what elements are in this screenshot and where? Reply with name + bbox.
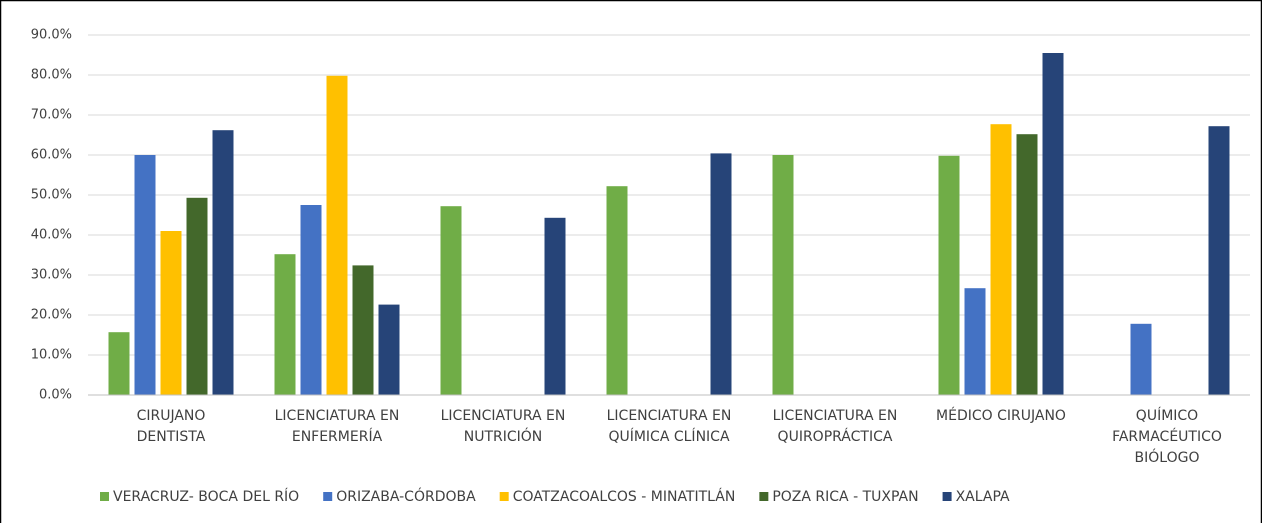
legend-swatch bbox=[942, 492, 952, 501]
bar bbox=[108, 332, 130, 395]
y-tick-label: 90.0% bbox=[31, 28, 72, 43]
legend-swatch bbox=[759, 492, 769, 501]
y-tick-label: 10.0% bbox=[31, 348, 72, 363]
y-tick-label: 50.0% bbox=[31, 188, 72, 203]
bar bbox=[134, 155, 156, 395]
bar bbox=[300, 205, 322, 395]
bar bbox=[1208, 126, 1230, 395]
legend-label: POZA RICA - TUXPAN bbox=[772, 489, 918, 505]
bar bbox=[938, 155, 960, 395]
x-tick-label: DENTISTA bbox=[137, 429, 206, 445]
x-tick-label: ENFERMERÍA bbox=[292, 428, 383, 445]
legend-label: ORIZABA-CÓRDOBA bbox=[336, 487, 476, 505]
x-tick-label: QUÍMICO bbox=[1136, 407, 1198, 424]
bar bbox=[1130, 323, 1152, 395]
legend-label: XALAPA bbox=[956, 489, 1010, 505]
bar bbox=[352, 265, 374, 395]
bar bbox=[160, 231, 182, 395]
y-tick-label: 40.0% bbox=[31, 228, 72, 243]
y-tick-label: 70.0% bbox=[31, 108, 72, 123]
y-tick-label: 20.0% bbox=[31, 308, 72, 323]
legend-swatch bbox=[499, 492, 509, 501]
bar bbox=[186, 197, 208, 395]
legend-label: VERACRUZ- BOCA DEL RÍO bbox=[113, 488, 299, 505]
bar bbox=[212, 130, 234, 395]
y-tick-label: 60.0% bbox=[31, 148, 72, 163]
legend-label: COATZACOALCOS - MINATITLÁN bbox=[513, 488, 736, 505]
x-tick-label: LICENCIATURA EN bbox=[773, 408, 898, 424]
legend-swatch bbox=[100, 492, 109, 501]
bar bbox=[440, 206, 462, 395]
y-tick-label: 80.0% bbox=[31, 68, 72, 83]
bar bbox=[274, 254, 296, 395]
x-tick-label: CIRUJANO bbox=[137, 408, 206, 424]
bar bbox=[606, 186, 628, 395]
x-tick-label: QUÍMICA CLÍNICA bbox=[608, 428, 729, 445]
legend-swatch bbox=[323, 492, 333, 501]
x-tick-label: QUIROPRÁCTICA bbox=[778, 428, 893, 445]
bar bbox=[326, 75, 348, 396]
y-tick-label: 0.0% bbox=[39, 388, 72, 403]
bar bbox=[378, 304, 400, 395]
y-tick-label: 30.0% bbox=[31, 268, 72, 283]
x-tick-label: BIÓLOGO bbox=[1135, 448, 1200, 466]
x-tick-label: FARMACÉUTICO bbox=[1112, 428, 1222, 445]
bar bbox=[990, 124, 1012, 395]
bar bbox=[710, 153, 732, 395]
x-tick-label: LICENCIATURA EN bbox=[275, 408, 400, 424]
x-tick-label: NUTRICIÓN bbox=[464, 427, 543, 445]
bar bbox=[544, 217, 566, 395]
bar bbox=[772, 155, 794, 395]
x-tick-label: LICENCIATURA EN bbox=[607, 408, 732, 424]
x-tick-label: LICENCIATURA EN bbox=[441, 408, 566, 424]
bar bbox=[1042, 53, 1064, 395]
x-tick-label: MÉDICO CIRUJANO bbox=[936, 407, 1066, 424]
bar bbox=[964, 288, 986, 395]
bar bbox=[1016, 134, 1038, 395]
